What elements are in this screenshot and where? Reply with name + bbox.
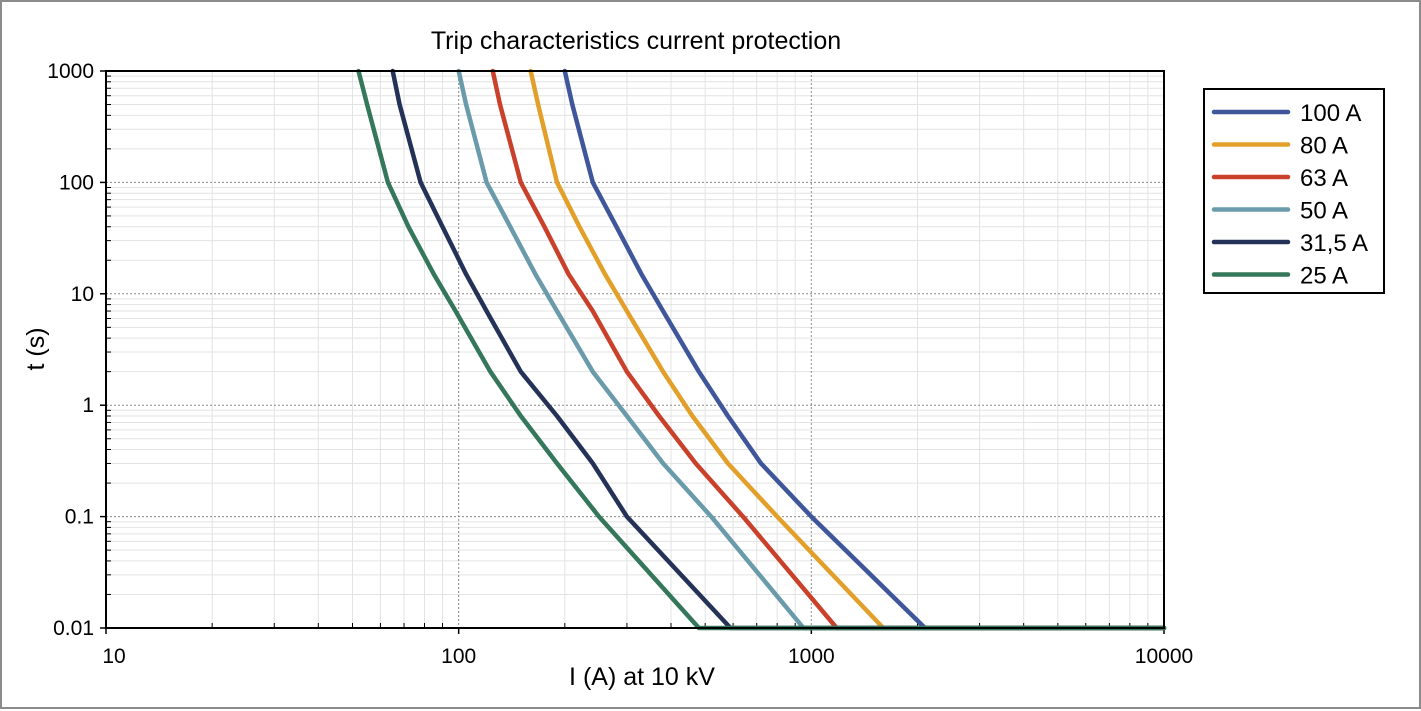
x-tick-labels: 10 100 1000 10000 — [102, 645, 1193, 668]
series-line — [528, 68, 1167, 631]
x-tick-label: 10 — [102, 645, 125, 668]
legend-label: 80 A — [1300, 133, 1348, 160]
series-line — [490, 68, 1167, 631]
x-axis-title: I (A) at 10 kV — [569, 663, 715, 691]
minor-grid — [106, 71, 1164, 628]
y-tick-label: 10 — [71, 283, 94, 306]
legend-items: 100 A 80 A 63 A 50 A 31,5 A 25 A — [1211, 100, 1368, 290]
legend-label: 100 A — [1300, 100, 1361, 127]
legend-label: 63 A — [1300, 165, 1348, 192]
y-tick-label: 0.1 — [65, 506, 94, 529]
x-tick-label: 100 — [441, 645, 476, 668]
legend: 100 A 80 A 63 A 50 A 31,5 A 25 A — [1203, 88, 1385, 294]
y-axis-title: t (s) — [22, 327, 50, 370]
legend-label: 50 A — [1300, 198, 1348, 225]
series-line — [356, 68, 1167, 631]
series-line — [390, 68, 1167, 631]
y-tick-labels: 0.01 0.1 1 10 100 1000 — [47, 60, 94, 640]
legend-box — [1203, 88, 1385, 294]
y-tick-label: 100 — [59, 171, 94, 194]
y-tick-label: 0.01 — [53, 617, 94, 640]
chart-title: Trip characteristics current protection — [431, 27, 841, 55]
y-tick-label: 1000 — [47, 60, 94, 83]
legend-label: 31,5 A — [1300, 230, 1368, 257]
series-line — [456, 68, 1167, 631]
x-tick-label: 10000 — [1135, 645, 1193, 668]
series-line — [562, 68, 1167, 631]
y-tick-label: 1 — [82, 394, 94, 417]
series-lines — [356, 68, 1167, 631]
legend-label: 25 A — [1300, 263, 1348, 290]
x-tick-label: 1000 — [788, 645, 835, 668]
plot-border — [105, 70, 1165, 629]
major-grid — [105, 70, 1165, 629]
